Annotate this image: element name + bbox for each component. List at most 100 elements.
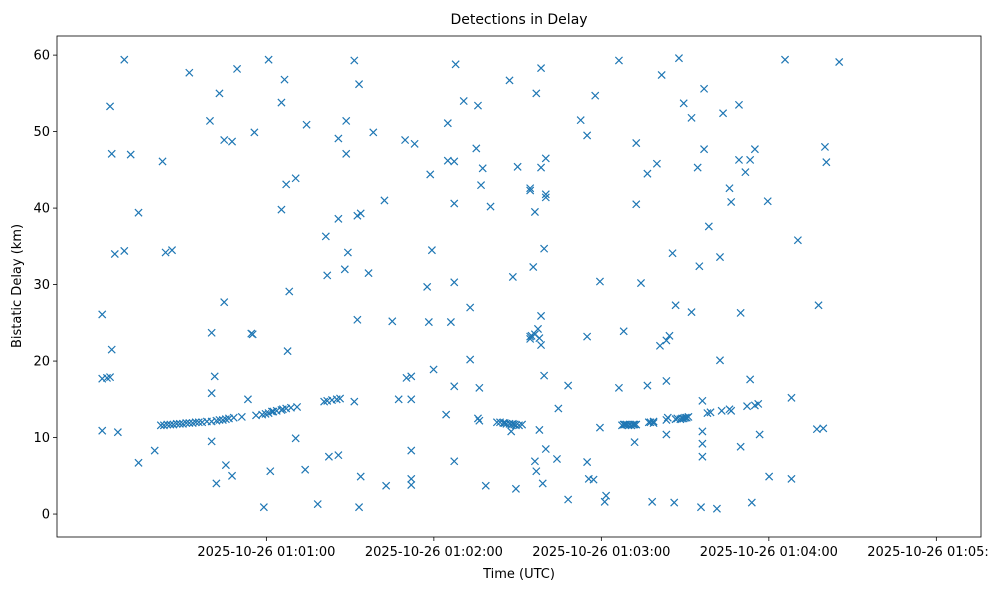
- data-point: [630, 438, 639, 447]
- data-point: [820, 142, 829, 151]
- data-point: [535, 334, 544, 343]
- data-point: [185, 419, 194, 428]
- data-point: [194, 418, 203, 427]
- data-point: [649, 417, 658, 426]
- data-point: [600, 497, 609, 506]
- data-point: [518, 420, 527, 429]
- data-point: [323, 271, 332, 280]
- data-point: [747, 498, 756, 507]
- data-point: [538, 479, 547, 488]
- data-point: [655, 341, 664, 350]
- data-point: [696, 503, 706, 512]
- data-point: [150, 446, 159, 455]
- data-point: [320, 397, 329, 406]
- data-point: [450, 157, 459, 166]
- data-point: [410, 139, 419, 148]
- data-point: [698, 439, 707, 448]
- data-point: [107, 345, 116, 354]
- y-tick-label: 40: [33, 202, 50, 217]
- y-tick-label: 60: [33, 49, 50, 64]
- data-point: [229, 413, 238, 422]
- data-point: [679, 99, 688, 108]
- x-tick-label: 2025-10-26 01:05:00: [867, 545, 989, 560]
- data-point: [630, 420, 639, 429]
- data-point: [210, 372, 219, 381]
- data-point: [540, 244, 549, 253]
- chart-title: Detections in Delay: [450, 12, 587, 28]
- data-point: [754, 399, 763, 408]
- data-point: [541, 190, 550, 199]
- data-point: [342, 116, 351, 125]
- data-point: [662, 336, 671, 345]
- data-point: [591, 91, 600, 100]
- data-point: [670, 498, 679, 507]
- data-point: [450, 278, 459, 287]
- data-point: [700, 145, 709, 154]
- data-point: [282, 180, 291, 189]
- data-point: [283, 347, 292, 356]
- y-tick-label: 0: [42, 508, 50, 523]
- data-point: [237, 412, 246, 421]
- data-point: [207, 328, 216, 337]
- data-point: [166, 420, 175, 429]
- data-point: [402, 373, 411, 382]
- data-point: [763, 197, 772, 206]
- data-point: [369, 128, 378, 137]
- data-point: [529, 262, 538, 272]
- data-point: [134, 458, 143, 467]
- data-point: [106, 373, 115, 382]
- x-tick-label: 2025-10-26 01:01:00: [197, 545, 335, 560]
- data-point: [595, 277, 604, 286]
- data-point: [175, 419, 184, 428]
- data-point: [120, 246, 129, 255]
- data-point: [508, 272, 517, 281]
- data-point: [715, 253, 725, 262]
- data-point: [703, 409, 712, 418]
- data-point: [478, 164, 487, 173]
- data-point: [736, 442, 745, 451]
- data-point: [602, 491, 611, 500]
- data-point: [614, 383, 623, 392]
- data-point: [532, 89, 541, 98]
- data-point: [698, 427, 707, 436]
- y-tick-label: 10: [33, 431, 50, 446]
- data-point: [450, 382, 459, 391]
- data-point: [466, 303, 475, 312]
- data-point: [595, 423, 604, 432]
- data-point: [107, 149, 116, 158]
- data-point: [285, 287, 294, 296]
- data-point: [350, 397, 359, 406]
- data-point: [554, 404, 563, 413]
- data-point: [442, 410, 451, 419]
- data-points: [98, 54, 844, 513]
- data-point: [228, 471, 237, 480]
- data-point: [819, 424, 828, 433]
- data-point: [394, 395, 403, 404]
- data-point: [693, 163, 702, 172]
- data-point: [450, 199, 459, 208]
- data-point: [507, 427, 516, 436]
- data-point: [663, 413, 672, 422]
- data-point: [172, 419, 181, 428]
- data-point: [746, 375, 755, 384]
- data-point: [530, 207, 539, 216]
- data-point: [674, 54, 683, 63]
- data-point: [340, 265, 349, 274]
- plot-frame: [56, 35, 982, 538]
- data-point: [407, 474, 416, 483]
- data-point: [355, 80, 364, 89]
- data-point: [734, 100, 743, 109]
- data-point: [334, 451, 343, 460]
- data-point: [505, 76, 514, 85]
- data-point: [715, 356, 725, 365]
- data-point: [342, 149, 351, 158]
- data-point: [429, 365, 438, 374]
- data-point: [787, 474, 796, 483]
- data-point: [537, 311, 546, 320]
- data-point: [564, 381, 573, 390]
- data-point: [750, 145, 759, 154]
- data-point: [822, 158, 831, 167]
- data-point: [583, 458, 592, 467]
- data-point: [687, 113, 696, 122]
